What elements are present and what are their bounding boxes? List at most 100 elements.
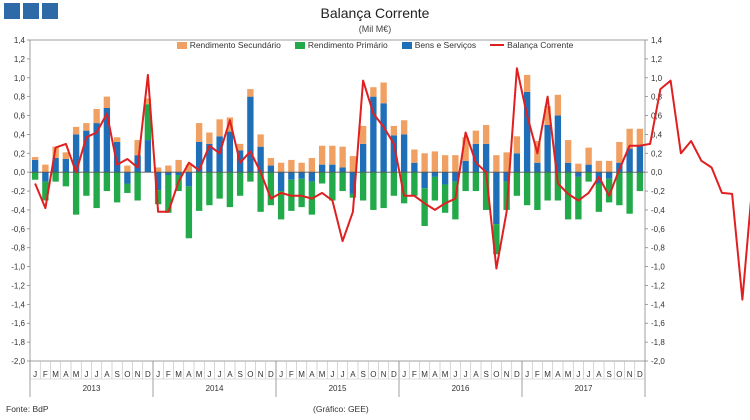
bar-rendimento-prim-rio — [72, 172, 80, 215]
bar-bens-e-servi-os — [523, 91, 531, 173]
bar-rendimento-secund-rio — [411, 149, 418, 163]
bar-bens-e-servi-os — [503, 172, 510, 182]
bar-bens-e-servi-os — [482, 143, 490, 173]
bar-rendimento-prim-rio — [626, 172, 633, 214]
x-tick-label-month: J — [402, 370, 406, 379]
bar-rendimento-prim-rio — [113, 172, 121, 203]
bar-rendimento-secund-rio — [462, 137, 469, 161]
y-tick-label-left: -0,4 — [11, 206, 25, 215]
bar-rendimento-secund-rio — [103, 96, 111, 108]
bar-rendimento-prim-rio — [421, 188, 428, 226]
y-tick-label-right: 0,6 — [651, 112, 663, 121]
bar-rendimento-secund-rio — [298, 162, 305, 173]
bar-rendimento-prim-rio — [575, 176, 582, 220]
legend-item-balanca-corrente: Balança Corrente — [490, 40, 573, 50]
x-tick-label-month: J — [84, 370, 88, 379]
bar-bens-e-servi-os — [585, 164, 592, 173]
bar-bens-e-servi-os — [113, 141, 121, 173]
bar-rendimento-prim-rio — [329, 172, 336, 201]
source-note: Fonte: BdP — [6, 404, 49, 414]
y-tick-label-left: -1,6 — [11, 319, 25, 328]
bar-rendimento-secund-rio — [493, 155, 500, 173]
x-tick-label-year: 2016 — [452, 384, 470, 393]
bar-bens-e-servi-os — [349, 172, 357, 194]
y-tick-label-left: 0,4 — [14, 130, 26, 139]
bar-rendimento-prim-rio — [452, 181, 459, 220]
bar-rendimento-secund-rio — [431, 151, 439, 173]
x-tick-label-month: F — [535, 370, 540, 379]
x-tick-label-month: M — [196, 370, 203, 379]
x-tick-label-month: M — [298, 370, 305, 379]
bar-bens-e-servi-os — [247, 96, 254, 173]
bar-rendimento-secund-rio — [636, 128, 644, 146]
bar-rendimento-secund-rio — [257, 134, 264, 147]
bar-rendimento-prim-rio — [534, 172, 541, 210]
x-tick-label-month: J — [33, 370, 37, 379]
x-tick-label-month: J — [576, 370, 580, 379]
x-tick-label-month: M — [73, 370, 80, 379]
bar-rendimento-secund-rio — [288, 159, 295, 173]
y-tick-label-right: -1,0 — [651, 263, 665, 272]
bar-bens-e-servi-os — [421, 172, 428, 189]
x-tick-label-month: F — [289, 370, 294, 379]
bar-rendimento-prim-rio — [359, 172, 367, 201]
x-tick-label-month: D — [145, 370, 151, 379]
bar-rendimento-prim-rio — [585, 172, 592, 182]
bar-rendimento-prim-rio — [31, 172, 39, 180]
bar-rendimento-secund-rio — [226, 117, 234, 132]
bar-rendimento-secund-rio — [349, 156, 357, 173]
bar-bens-e-servi-os — [575, 172, 582, 177]
x-tick-label-month: A — [473, 370, 479, 379]
bar-rendimento-prim-rio — [554, 172, 562, 201]
bar-bens-e-servi-os — [380, 103, 387, 173]
legend-line — [490, 44, 505, 46]
bar-rendimento-secund-rio — [267, 158, 275, 166]
y-tick-label-left: -1,0 — [11, 263, 25, 272]
bar-bens-e-servi-os — [185, 172, 193, 187]
bar-rendimento-prim-rio — [441, 184, 449, 213]
bar-bens-e-servi-os — [441, 172, 449, 185]
bar-bens-e-servi-os — [636, 145, 644, 173]
brand-squares — [4, 3, 58, 19]
bar-bens-e-servi-os — [62, 158, 70, 173]
x-tick-label-month: F — [412, 370, 417, 379]
chart-legend: Rendimento Secundário Rendimento Primári… — [0, 40, 750, 50]
y-tick-label-left: -1,2 — [11, 281, 25, 290]
legend-item-rendimento-primario: Rendimento Primário — [294, 40, 388, 50]
bar-bens-e-servi-os — [124, 172, 131, 184]
x-tick-label-month: M — [319, 370, 326, 379]
y-tick-label-right: -1,2 — [651, 281, 665, 290]
bar-bens-e-servi-os — [472, 143, 480, 173]
y-tick-label-right: -0,8 — [651, 244, 665, 253]
bar-rendimento-prim-rio — [616, 172, 623, 206]
bar-rendimento-secund-rio — [616, 141, 623, 163]
x-tick-label-month: A — [309, 370, 315, 379]
x-tick-label-month: A — [186, 370, 192, 379]
bar-rendimento-secund-rio — [144, 98, 152, 105]
bar-rendimento-secund-rio — [83, 123, 90, 131]
bar-rendimento-prim-rio — [482, 172, 490, 210]
bar-rendimento-secund-rio — [154, 167, 162, 173]
chart-title: Balança Corrente — [320, 5, 430, 21]
bar-rendimento-secund-rio — [185, 164, 193, 173]
x-tick-label-month: S — [237, 370, 242, 379]
bar-bens-e-servi-os — [144, 140, 152, 173]
bar-bens-e-servi-os — [513, 153, 521, 173]
bar-rendimento-secund-rio — [236, 143, 244, 151]
y-tick-label-right: 0,4 — [651, 130, 663, 139]
x-tick-label-month: A — [350, 370, 356, 379]
x-tick-label-month: A — [555, 370, 561, 379]
legend-item-bens-servicos: Bens e Serviços — [401, 40, 476, 50]
bar-rendimento-secund-rio — [595, 160, 603, 173]
y-tick-label-right: -0,6 — [651, 225, 665, 234]
legend-label: Rendimento Secundário — [189, 40, 281, 50]
bar-bens-e-servi-os — [370, 96, 377, 173]
x-tick-label-month: A — [596, 370, 602, 379]
y-tick-label-right: -0,4 — [651, 206, 665, 215]
x-tick-label-month: M — [52, 370, 59, 379]
bar-rendimento-prim-rio — [247, 172, 254, 182]
bar-rendimento-secund-rio — [482, 124, 490, 144]
x-tick-label-month: N — [381, 370, 387, 379]
bar-rendimento-secund-rio — [113, 137, 121, 142]
bar-rendimento-secund-rio — [124, 165, 131, 173]
